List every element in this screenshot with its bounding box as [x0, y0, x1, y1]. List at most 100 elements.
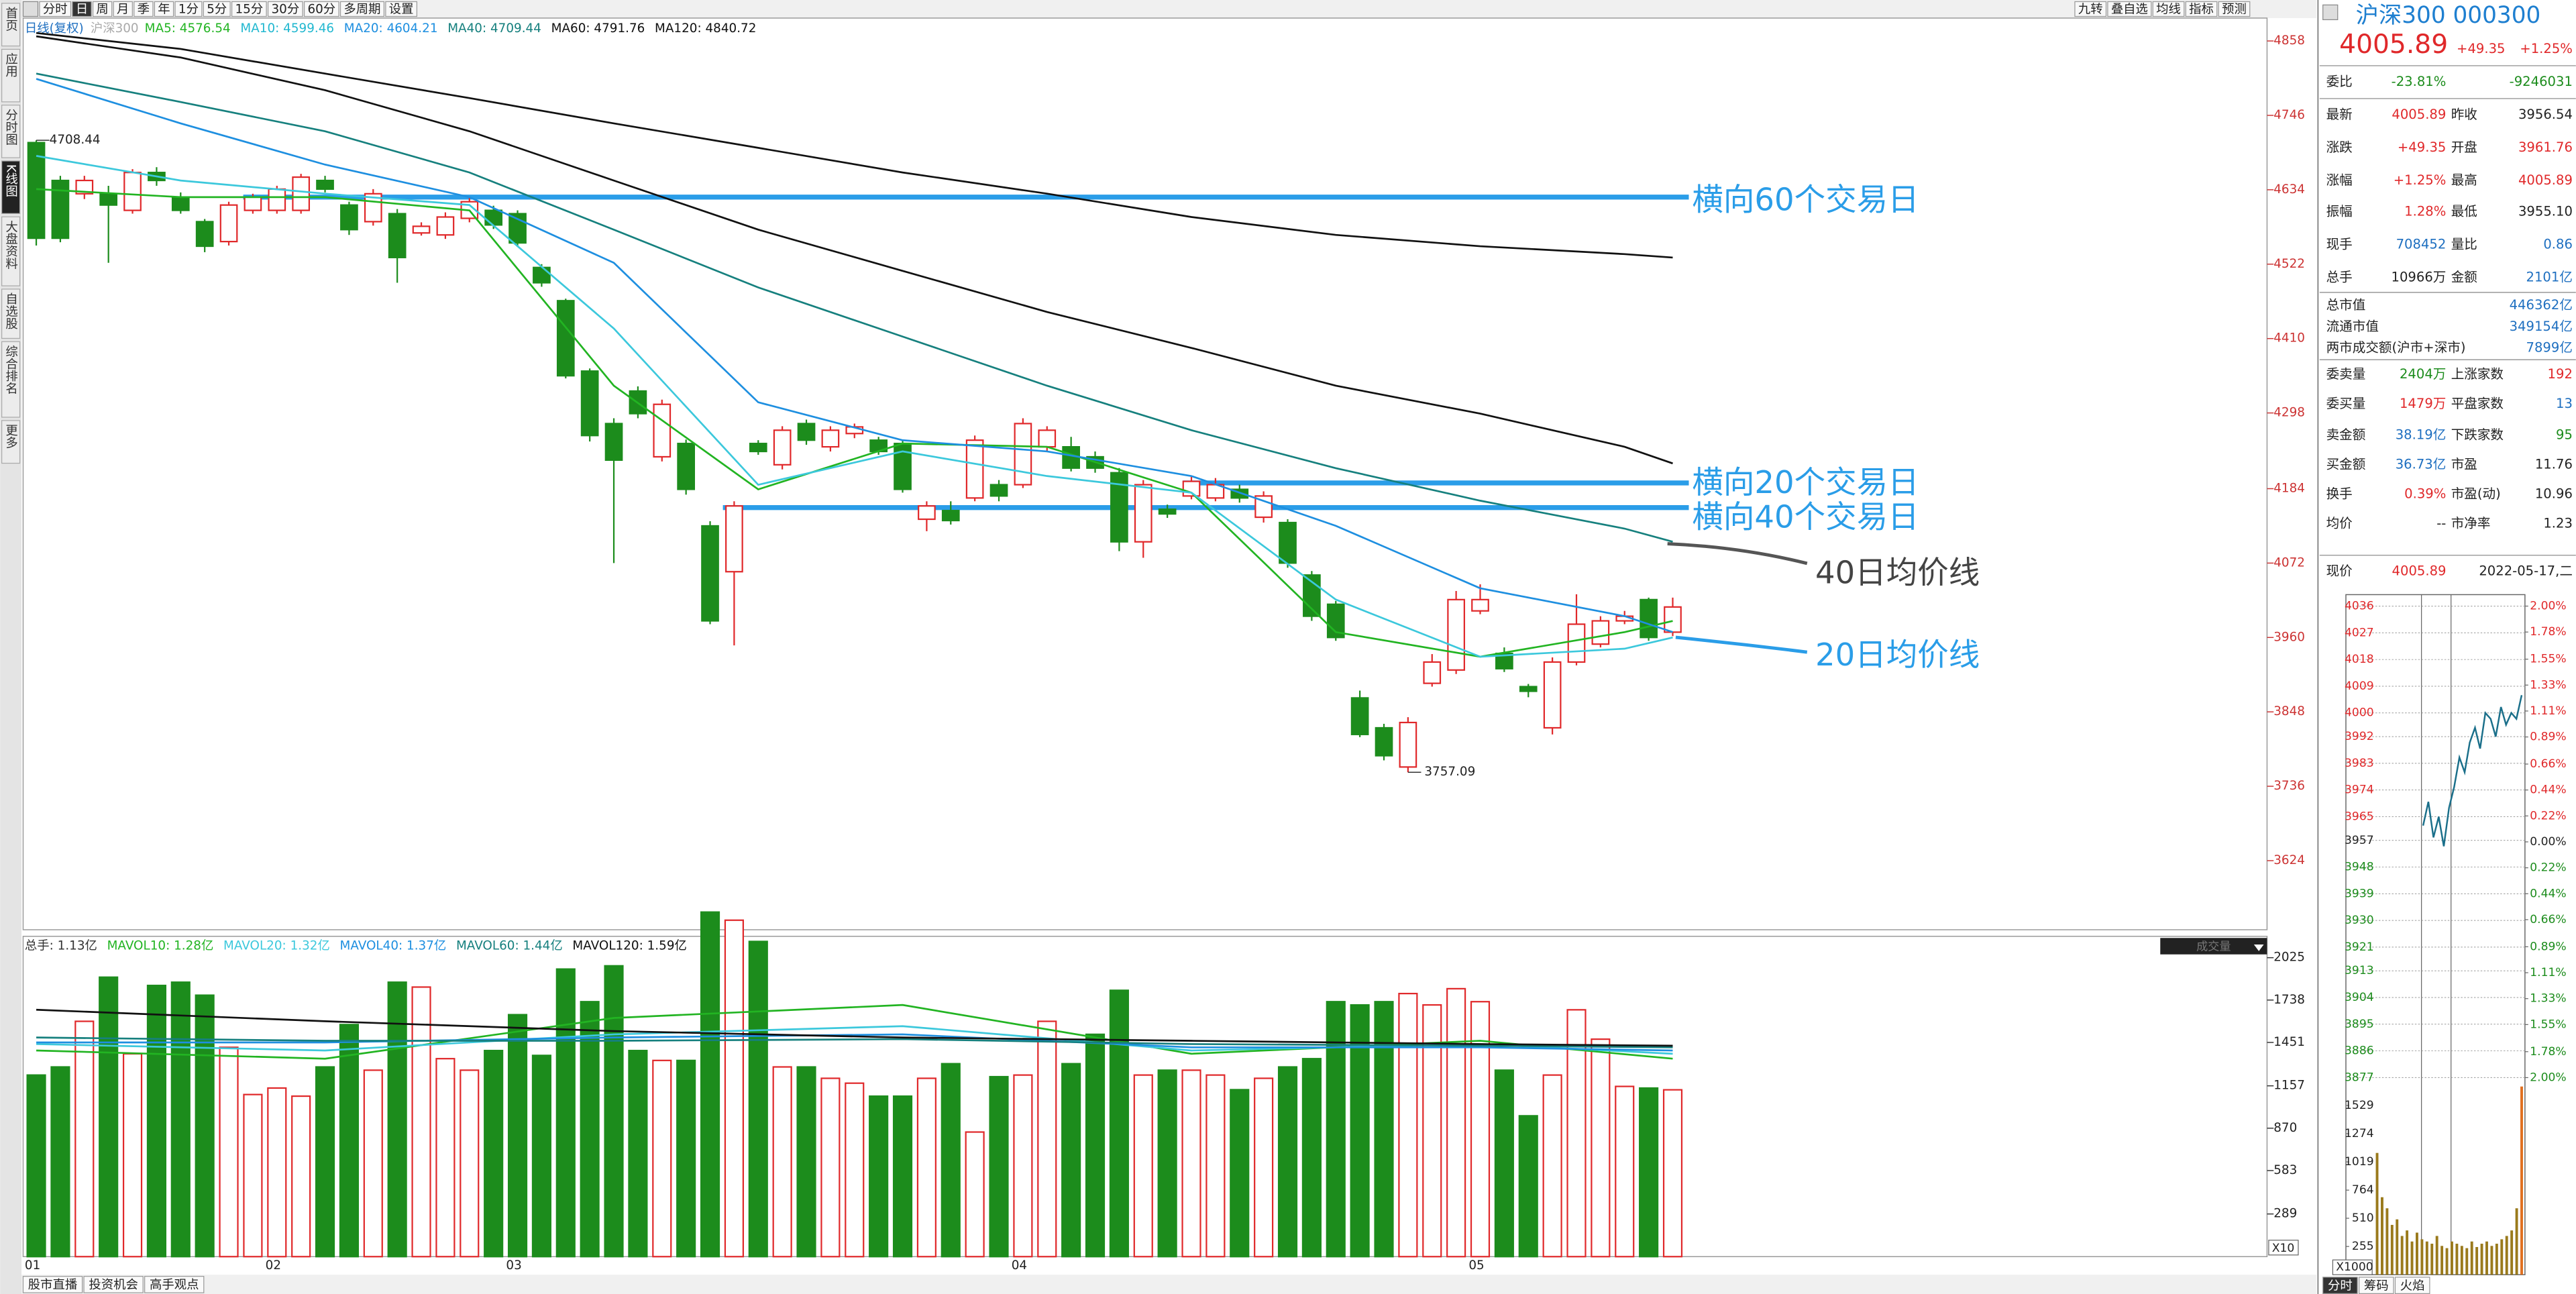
side-button[interactable] — [1, 420, 21, 464]
tab-button[interactable] — [303, 1, 339, 17]
volume-bar — [531, 1055, 551, 1258]
tab-label[interactable]: 周 — [96, 3, 108, 17]
right-tab-label[interactable]: 筹码 — [2364, 1279, 2389, 1293]
y-tick-label: 3957 — [2345, 834, 2374, 847]
side-label[interactable]: K线图 — [4, 164, 18, 197]
dropdown-arrow[interactable] — [2253, 945, 2264, 951]
quote-value: 349154亿 — [2510, 319, 2573, 334]
bottom-tab[interactable] — [144, 1276, 205, 1293]
volume-bar — [941, 1063, 961, 1258]
quote-label: 委买量 — [2326, 396, 2366, 411]
tab-button[interactable] — [39, 1, 72, 17]
side-button[interactable] — [1, 160, 21, 214]
tab-button[interactable] — [92, 1, 113, 17]
volume-bar — [170, 981, 191, 1258]
right-tab-label[interactable]: 分时 — [2328, 1279, 2353, 1293]
tab-button[interactable] — [72, 1, 92, 17]
tab-label[interactable]: 60分 — [307, 3, 335, 17]
volume-bar — [507, 1014, 528, 1258]
tab-button[interactable] — [113, 1, 133, 17]
tab-label[interactable]: 分时 — [43, 3, 68, 17]
side-button[interactable] — [1, 3, 21, 47]
tool-button[interactable] — [2107, 1, 2152, 17]
quote-label: 涨跌 — [2326, 140, 2353, 155]
tab-button[interactable] — [339, 1, 385, 17]
candle-body — [1447, 598, 1465, 671]
side-button[interactable] — [1, 288, 21, 339]
side-label[interactable]: 分时图 — [4, 109, 18, 146]
quote-label: 卖金额 — [2326, 427, 2366, 442]
quote-value: 0.39% — [2404, 486, 2446, 502]
candle-body — [653, 403, 672, 458]
tool-button[interactable] — [2074, 1, 2107, 17]
tool-label[interactable]: 九转 — [2078, 3, 2103, 17]
intraday-volume-bar — [2490, 1246, 2493, 1275]
intraday-volume-bar — [2510, 1230, 2514, 1275]
right-tab[interactable] — [2358, 1277, 2394, 1294]
tab-button[interactable] — [133, 1, 154, 17]
indicator-select[interactable] — [2160, 938, 2267, 955]
candle-body — [484, 209, 503, 226]
tab-label[interactable]: 多周期 — [343, 3, 380, 17]
side-label[interactable]: 自选股 — [4, 292, 18, 329]
tab-button[interactable] — [267, 1, 303, 17]
tool-label[interactable]: 叠自选 — [2111, 3, 2148, 17]
tool-label[interactable]: 均线 — [2156, 3, 2181, 17]
tab-label[interactable]: 1分 — [178, 3, 199, 17]
tab-label[interactable]: 月 — [117, 3, 129, 17]
tool-button[interactable] — [2185, 1, 2218, 17]
quote-label: 平盘家数 — [2451, 396, 2504, 411]
tab-button[interactable] — [154, 1, 174, 17]
tab-button[interactable] — [385, 1, 418, 17]
quote-value: 192 — [2548, 366, 2573, 382]
side-label[interactable]: 综合排名 — [4, 345, 18, 394]
side-label[interactable]: 大盘资料 — [4, 220, 18, 269]
tab-button[interactable] — [174, 1, 203, 17]
tab-label[interactable]: 日 — [76, 3, 88, 17]
bottom-tab[interactable] — [83, 1276, 144, 1293]
tab-label[interactable]: 30分 — [271, 3, 299, 17]
x-tick-label: 03 — [506, 1258, 521, 1273]
right-tab-label[interactable]: 火焰 — [2400, 1279, 2425, 1293]
volume-bar — [580, 1001, 600, 1258]
right-tab[interactable] — [2322, 1277, 2358, 1294]
quote-label: 开盘 — [2451, 140, 2477, 155]
tool-button[interactable] — [2218, 1, 2251, 17]
side-label[interactable]: 应用 — [4, 52, 18, 77]
indicator-label[interactable]: 成交量 — [2196, 940, 2231, 954]
tab-label[interactable]: 15分 — [235, 3, 264, 17]
tab-label[interactable]: 5分 — [207, 3, 227, 17]
side-button[interactable] — [1, 341, 21, 418]
y-tick-label: 4298 — [2273, 406, 2305, 420]
bottom-tab-label[interactable]: 高手观点 — [150, 1278, 199, 1292]
quote-value: 36.73亿 — [2396, 456, 2447, 472]
side-button[interactable] — [1, 105, 21, 158]
icon — [22, 1, 39, 17]
volume-bar — [1518, 1115, 1538, 1258]
side-button[interactable] — [1, 48, 21, 103]
tab-label[interactable]: 季 — [138, 3, 150, 17]
bottom-tab[interactable] — [22, 1276, 83, 1293]
candle-body — [941, 510, 960, 522]
candle-body — [556, 300, 575, 377]
x-tick-label: 04 — [1012, 1258, 1027, 1273]
tool-label[interactable]: 指标 — [2189, 3, 2214, 17]
tool-label[interactable]: 预测 — [2222, 3, 2247, 17]
bottom-tab-label[interactable]: 股市直播 — [28, 1278, 77, 1292]
candle-body — [123, 172, 142, 211]
bottom-tab-label[interactable]: 投资机会 — [89, 1278, 138, 1292]
right-tab[interactable] — [2394, 1277, 2430, 1294]
candle-body — [340, 204, 358, 231]
volume-bar — [965, 1131, 985, 1258]
side-label[interactable]: 更多 — [4, 424, 18, 449]
intraday-volume-bar — [2500, 1239, 2504, 1275]
tab-label[interactable]: 年 — [158, 3, 170, 17]
tool-button[interactable] — [2152, 1, 2185, 17]
side-label[interactable]: 首页 — [4, 7, 18, 32]
tab-button[interactable] — [231, 1, 267, 17]
side-button[interactable] — [1, 216, 21, 286]
tab-label[interactable]: 设置 — [389, 3, 414, 17]
tab-button[interactable] — [203, 1, 231, 17]
intraday-volume-bar — [2520, 1086, 2523, 1275]
candle-body — [1591, 620, 1610, 645]
